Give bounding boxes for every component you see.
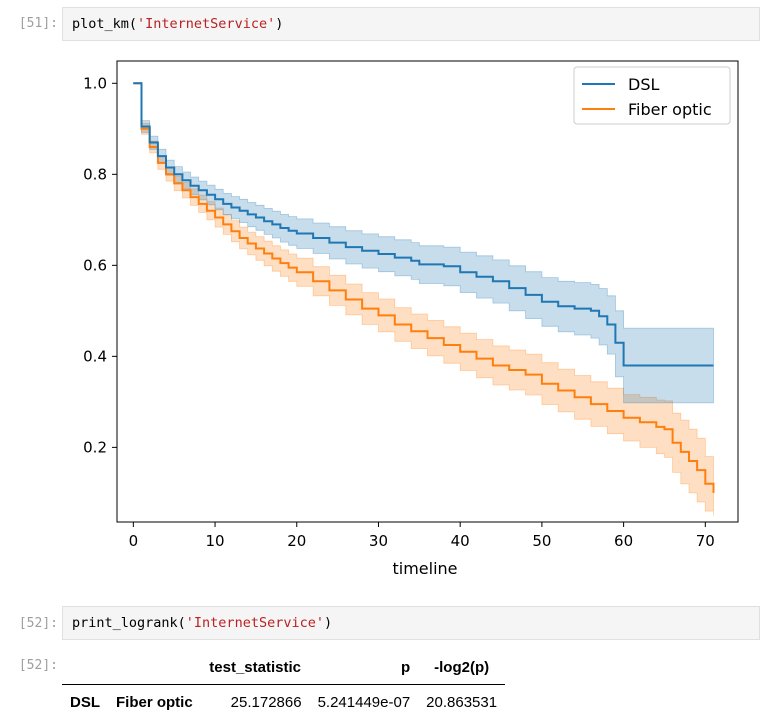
table-row: DSL Fiber optic 25.172866 5.241449e-07 2… <box>62 685 505 720</box>
table-corner <box>108 650 201 685</box>
y-tick-label: 0.2 <box>83 438 107 456</box>
x-tick-label: 50 <box>532 532 551 550</box>
table-corner <box>62 650 108 685</box>
code-function: plot_km( <box>72 16 138 32</box>
output-prompt: [52]: <box>18 658 58 673</box>
y-tick-label: 0.8 <box>83 165 107 183</box>
col-header-p: p <box>309 650 419 685</box>
survival-curves <box>133 82 715 493</box>
code-close: ) <box>275 16 284 32</box>
confidence-bands <box>133 82 714 516</box>
row-header-group1: DSL <box>70 693 100 711</box>
code-function: print_logrank( <box>72 615 186 631</box>
row-header-group2: Fiber optic <box>116 693 193 711</box>
x-tick-label: 10 <box>206 532 225 550</box>
code-close: ) <box>323 615 333 631</box>
code-cell-plot-km[interactable]: plot_km('InternetService') <box>62 7 760 41</box>
x-tick-label: 60 <box>614 532 633 550</box>
legend: DSL Fiber optic <box>573 66 731 125</box>
cell-test-statistic: 25.172866 <box>230 693 302 711</box>
x-tick-label: 70 <box>696 532 715 550</box>
x-tick-label: 40 <box>451 532 470 550</box>
ci-band-fiber-optic <box>133 82 714 516</box>
survival-line-fiber-optic <box>133 82 715 493</box>
code-cell-print-logrank[interactable]: print_logrank('InternetService') <box>62 606 760 640</box>
logrank-table: test_statistic p -log2(p) DSL Fiber opti… <box>62 650 506 720</box>
cell-p-value: 5.241449e-07 <box>317 693 411 711</box>
input-prompt: [52]: <box>18 616 58 631</box>
y-tick-label: 0.6 <box>83 256 107 274</box>
survival-line-dsl <box>133 82 714 367</box>
plot-frame <box>116 60 739 523</box>
x-tick-label: 0 <box>129 532 139 550</box>
table-header-row: test_statistic p -log2(p) <box>62 650 506 685</box>
y-axis-ticks: 0.2 0.4 0.6 0.8 1.0 <box>83 74 117 456</box>
code-string-arg: 'InternetService' <box>137 16 276 32</box>
col-header-neglog2p: -log2(p) <box>418 650 506 685</box>
input-prompt: [51]: <box>18 16 58 31</box>
col-header-test-statistic: test_statistic <box>200 650 310 685</box>
ci-band-dsl <box>133 82 714 404</box>
x-axis-label: timeline <box>392 559 457 578</box>
x-tick-label: 30 <box>369 532 388 550</box>
legend-fiber-label: Fiber optic <box>628 100 712 119</box>
y-tick-label: 1.0 <box>83 74 107 92</box>
legend-dsl-label: DSL <box>628 75 659 94</box>
y-tick-label: 0.4 <box>83 347 107 365</box>
x-axis-ticks: 0 10 20 30 40 50 60 70 <box>129 522 715 550</box>
cell-neglog2p: 20.863531 <box>426 693 498 711</box>
code-string-arg: 'InternetService' <box>185 615 324 631</box>
x-tick-label: 20 <box>287 532 306 550</box>
km-survival-chart: 0 10 20 30 40 50 60 70 0.2 0.4 0.6 0.8 1.0 timeline… <box>83 60 739 578</box>
